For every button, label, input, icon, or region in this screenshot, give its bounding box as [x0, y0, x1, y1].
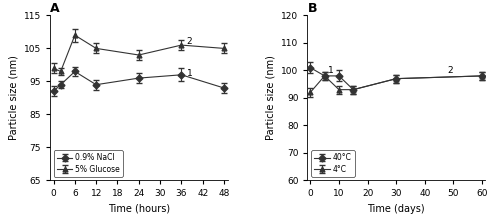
Y-axis label: Particle size (nm): Particle size (nm): [266, 55, 276, 140]
Y-axis label: Particle size (nm): Particle size (nm): [8, 55, 18, 140]
Text: B: B: [308, 2, 317, 15]
X-axis label: Time (hours): Time (hours): [108, 204, 170, 214]
Text: 2: 2: [448, 66, 454, 75]
Text: 1: 1: [186, 69, 192, 78]
Text: 1: 1: [328, 66, 333, 75]
Legend: 0.9% NaCl, 5% Glucose: 0.9% NaCl, 5% Glucose: [54, 150, 123, 177]
X-axis label: Time (days): Time (days): [368, 204, 425, 214]
Text: A: A: [50, 2, 59, 15]
Text: 2: 2: [186, 37, 192, 46]
Legend: 40°C, 4°C: 40°C, 4°C: [312, 150, 354, 177]
